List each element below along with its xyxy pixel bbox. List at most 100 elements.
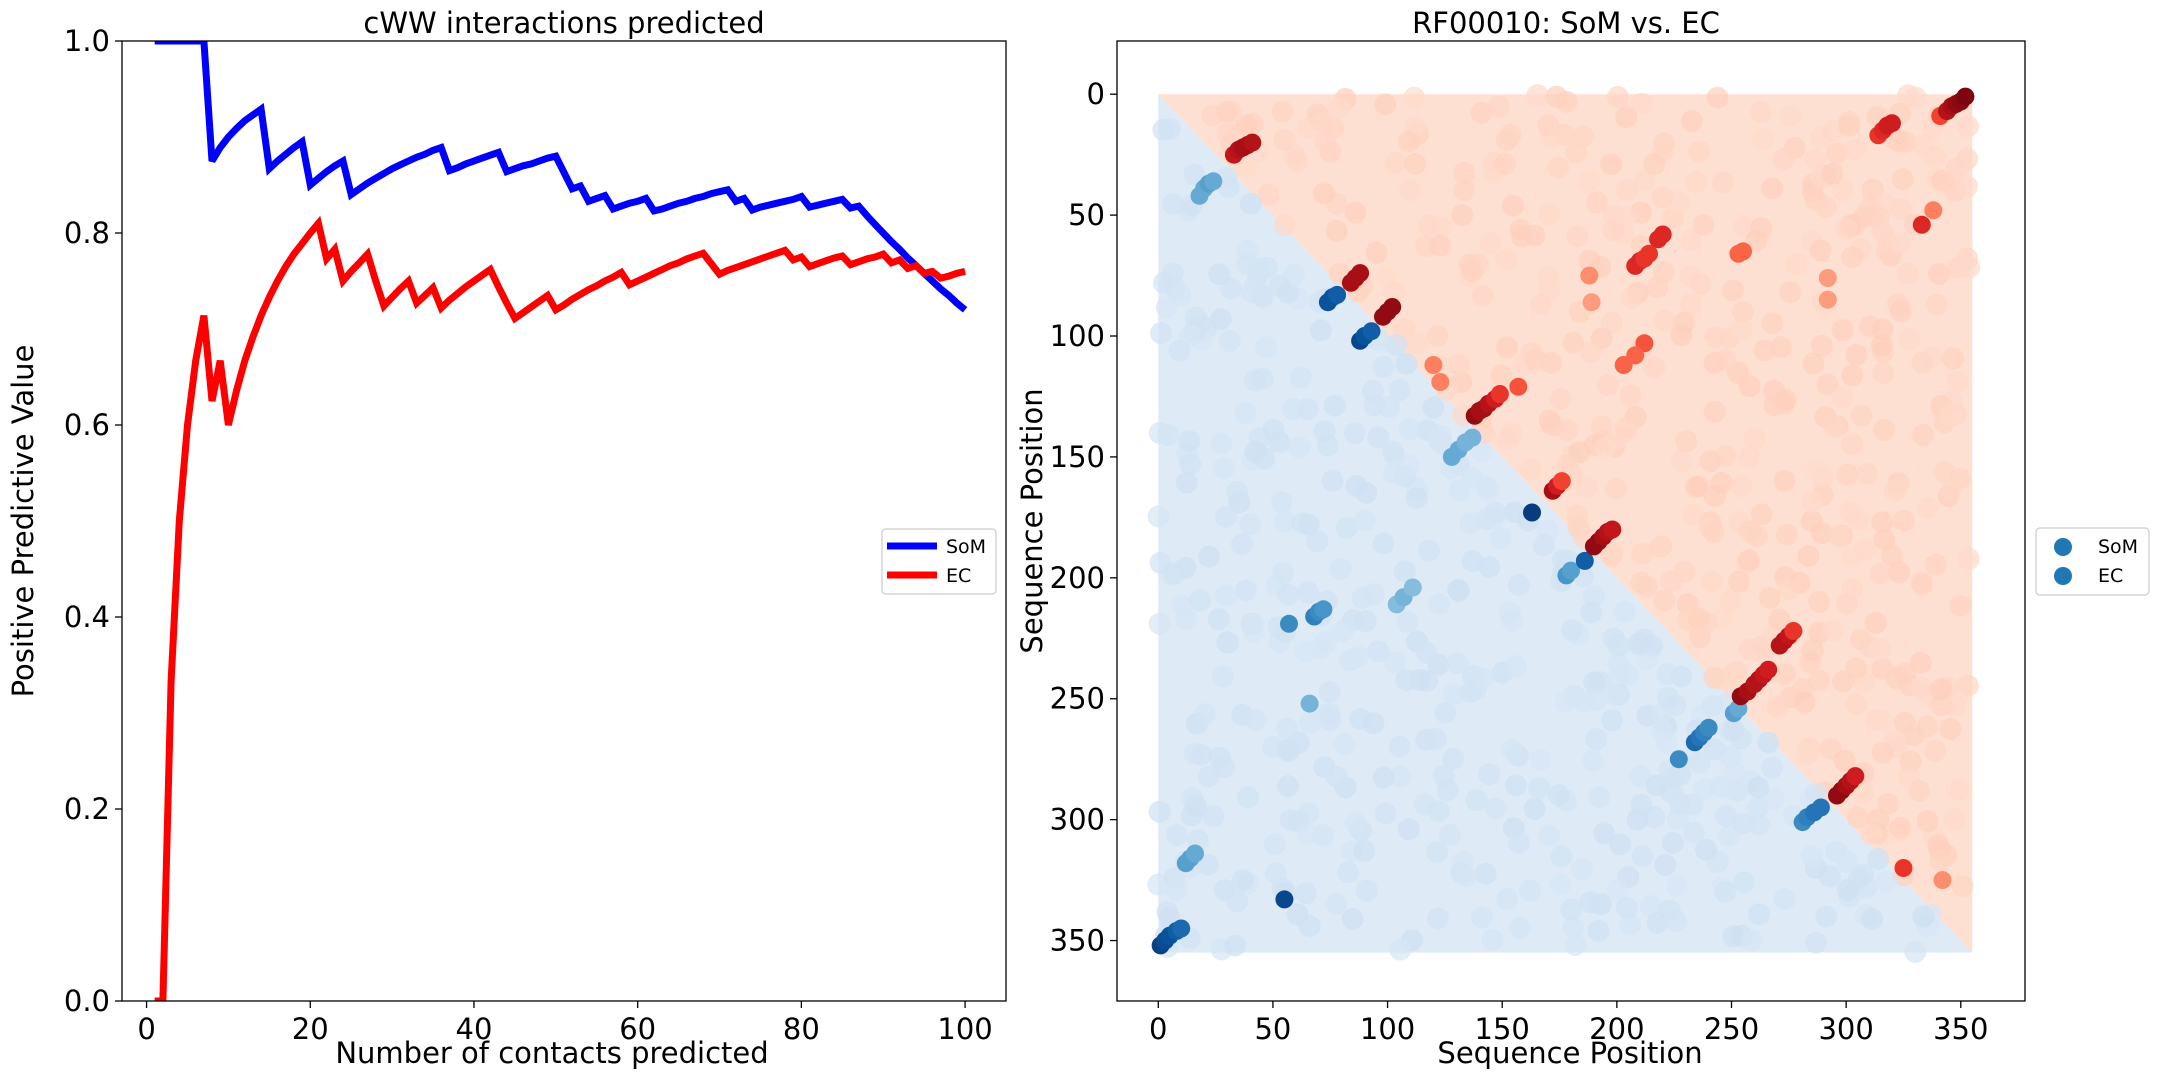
ec-background-point: [1495, 248, 1518, 271]
som-background-point: [1193, 703, 1216, 726]
x-tick-label: 100: [937, 1012, 992, 1046]
ec-background-point: [1870, 334, 1893, 357]
scatter-point-ec: [1818, 269, 1837, 287]
ec-background-point: [1660, 570, 1683, 593]
ec-background-point: [1801, 638, 1824, 661]
som-background-point: [1740, 929, 1763, 952]
som-background-point: [1426, 840, 1449, 863]
som-background-point: [1234, 402, 1257, 424]
som-background-point: [1372, 766, 1395, 789]
som-background-point: [1150, 322, 1172, 345]
y-tick-label: 50: [1068, 198, 1105, 232]
scatter-point-som: [1362, 322, 1381, 341]
ec-background-point: [1929, 849, 1952, 872]
som-background-point: [1904, 940, 1927, 963]
som-background-point: [1560, 898, 1582, 921]
som-background-point: [1835, 851, 1858, 873]
som-background-point: [1709, 775, 1732, 798]
som-background-point: [1609, 833, 1631, 856]
som-background-point: [1236, 253, 1259, 276]
som-background-point: [1875, 870, 1898, 893]
som-background-point: [1367, 640, 1390, 663]
som-background-point: [1607, 652, 1630, 675]
som-background-point: [1202, 805, 1225, 828]
ec-background-point: [1631, 92, 1654, 115]
ec-background-point: [1384, 151, 1407, 174]
ec-background-point: [1653, 309, 1676, 332]
ec-background-point: [1688, 140, 1711, 163]
som-background-point: [1147, 505, 1170, 528]
som-background-point: [1549, 873, 1572, 896]
som-background-point: [1234, 579, 1257, 602]
ec-background-point: [1605, 477, 1628, 500]
ec-background-point: [1841, 364, 1864, 387]
som-background-point: [1732, 871, 1755, 894]
som-background-point: [1198, 545, 1220, 568]
som-background-point: [1553, 690, 1576, 713]
ec-background-point: [1917, 497, 1940, 519]
som-background-point: [1226, 480, 1249, 503]
scatter-point-som: [1562, 561, 1580, 580]
ec-background-point: [1766, 695, 1789, 718]
ec-background-point: [1650, 535, 1673, 558]
scatter-point-ec: [1818, 290, 1837, 309]
som-background-point: [1213, 756, 1236, 779]
som-background-point: [1588, 786, 1611, 809]
som-background-point: [1397, 454, 1420, 476]
plot-frame: [121, 40, 1007, 1002]
ec-background-point: [1631, 542, 1654, 565]
som-background-point: [1374, 802, 1397, 825]
scatter-point-ec: [1894, 859, 1913, 877]
scatter-point-ec: [1552, 472, 1571, 491]
som-background-point: [1615, 896, 1638, 919]
som-background-point: [1657, 686, 1680, 709]
ec-background-point: [1594, 437, 1616, 460]
som-background-point: [1239, 513, 1262, 536]
series-line-ec: [154, 215, 966, 1001]
ec-background-point: [1958, 256, 1981, 279]
ec-background-point: [1852, 206, 1875, 229]
ec-background-point: [1768, 608, 1791, 631]
som-background-point: [1224, 934, 1247, 957]
som-background-point: [1286, 903, 1309, 926]
som-background-point: [1289, 366, 1312, 389]
som-background-point: [1242, 612, 1265, 635]
som-background-point: [1852, 863, 1875, 886]
som-background-point: [1422, 396, 1445, 419]
som-background-point: [1395, 669, 1418, 692]
ec-background-point: [1403, 86, 1426, 109]
som-background-point: [1474, 862, 1497, 885]
ec-background-point: [1601, 540, 1624, 563]
som-background-point: [1498, 601, 1521, 624]
som-background-point: [1656, 663, 1679, 685]
ec-background-point: [1470, 101, 1493, 124]
som-background-point: [1661, 767, 1683, 790]
ec-background-point: [1927, 262, 1950, 285]
som-background-point: [1367, 426, 1390, 449]
som-background-point: [1148, 800, 1171, 823]
som-background-point: [1178, 430, 1201, 452]
ec-background-point: [1810, 334, 1833, 357]
ec-background-point: [1614, 205, 1637, 228]
ec-background-point: [1501, 194, 1524, 217]
ec-background-point: [1889, 816, 1912, 839]
som-background-point: [1372, 355, 1395, 378]
ec-background-point: [1216, 122, 1239, 145]
som-background-point: [1325, 765, 1348, 788]
ec-background-point: [1750, 101, 1773, 124]
som-background-point: [1262, 418, 1285, 441]
chart-title: cWW interactions predicted: [363, 6, 764, 40]
som-background-point: [1175, 471, 1198, 494]
ec-background-point: [1565, 141, 1588, 164]
som-background-point: [1701, 694, 1724, 717]
scatter-plot-area: [1147, 84, 1981, 963]
som-background-point: [1273, 510, 1296, 533]
ec-background-point: [1758, 586, 1781, 609]
x-tick-label: 0: [137, 1012, 155, 1046]
som-background-point: [1277, 775, 1299, 798]
ec-background-point: [1832, 319, 1854, 342]
ec-background-point: [1615, 106, 1638, 129]
som-background-point: [1325, 892, 1348, 915]
som-background-point: [1277, 583, 1300, 606]
scatter-point-som: [1314, 600, 1333, 619]
